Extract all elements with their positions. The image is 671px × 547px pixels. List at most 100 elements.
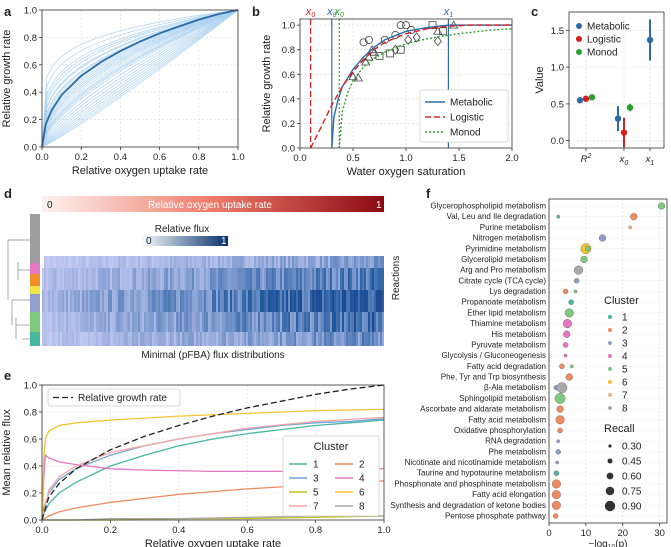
heatmap-stripe bbox=[258, 312, 260, 332]
heatmap-stripe bbox=[160, 268, 162, 290]
heatmap-stripe bbox=[230, 268, 232, 290]
heatmap-stripe bbox=[370, 312, 372, 332]
heatmap-stripe bbox=[246, 312, 248, 332]
heatmap-stripe bbox=[292, 290, 294, 312]
pathway-label: Phe, Tyr and Trp biosynthesis bbox=[441, 373, 546, 382]
value-point-metabolic bbox=[646, 36, 654, 44]
heatmap-stripe bbox=[330, 290, 332, 312]
x-tick-label: 2.0 bbox=[505, 153, 518, 164]
panel-a-growth-vs-uptake: 0.0 0.2 0.4 0.6 0.8 1.0 0.0 0.2 0.4 0.6 0.8 1.0 Rela… bbox=[1, 6, 245, 178]
heatmap-stripe bbox=[62, 312, 64, 332]
heatmap-stripe bbox=[244, 312, 246, 332]
heatmap-stripe bbox=[152, 332, 154, 346]
heatmap-stripe bbox=[142, 256, 144, 268]
heatmap-stripe bbox=[270, 268, 272, 290]
ensemble-line bbox=[41, 9, 239, 148]
heatmap-stripe bbox=[192, 256, 194, 268]
heatmap-stripe bbox=[276, 332, 278, 346]
legend-label: Relative growth rate bbox=[78, 393, 167, 404]
heatmap-stripe bbox=[152, 256, 154, 268]
heatmap-stripe bbox=[238, 332, 240, 346]
heatmap-stripe bbox=[212, 290, 214, 312]
heatmap-stripe bbox=[322, 256, 324, 268]
pathway-label: Taurine and hypotaurine metabolism bbox=[417, 469, 546, 478]
heatmap-stripe bbox=[178, 256, 180, 268]
heatmap-stripe bbox=[370, 290, 372, 312]
heatmap-stripe bbox=[80, 332, 82, 346]
heatmap-stripe bbox=[44, 332, 46, 346]
heatmap-stripe bbox=[258, 290, 260, 312]
top-bar-min-label: 0 bbox=[47, 200, 53, 211]
heatmap-stripe bbox=[272, 268, 274, 290]
heatmap-stripe bbox=[140, 268, 142, 290]
heatmap-stripe bbox=[236, 290, 238, 312]
heatmap-stripe bbox=[314, 268, 316, 290]
heatmap-stripe bbox=[240, 290, 242, 312]
heatmap-stripe bbox=[136, 256, 138, 268]
heatmap-stripe bbox=[342, 332, 344, 346]
heatmap-stripe bbox=[146, 290, 148, 312]
heatmap-stripe bbox=[312, 312, 314, 332]
enrichment-point bbox=[630, 213, 638, 221]
heatmap-stripe bbox=[102, 312, 104, 332]
heatmap-stripe bbox=[164, 332, 166, 346]
heatmap-stripe bbox=[94, 268, 96, 290]
ensemble-line bbox=[41, 9, 239, 148]
heatmap-stripe bbox=[310, 290, 312, 312]
legend-label: Logistic bbox=[450, 113, 484, 124]
heatmap-stripe bbox=[120, 268, 122, 290]
enrichment-point bbox=[585, 246, 591, 252]
heatmap-stripe bbox=[150, 268, 152, 290]
heatmap-stripe bbox=[234, 256, 236, 268]
cluster-bar-segment bbox=[30, 286, 40, 294]
heatmap-stripe bbox=[120, 256, 122, 268]
heatmap-stripe bbox=[222, 268, 224, 290]
pathway-label: Pyruvate metabolism bbox=[471, 340, 546, 349]
heatmap-stripe bbox=[140, 256, 142, 268]
heatmap-stripe bbox=[294, 332, 296, 346]
x-tick-label: 0 bbox=[546, 528, 551, 539]
heatmap-stripe bbox=[104, 268, 106, 290]
pathway-label: Glycerolipid metabolism bbox=[461, 255, 546, 264]
heatmap-stripe bbox=[54, 256, 56, 268]
y-tick-label: 1.0 bbox=[282, 21, 295, 32]
heatmap-stripe bbox=[266, 268, 268, 290]
data-marker-circle bbox=[391, 30, 400, 39]
heatmap-stripe bbox=[202, 332, 204, 346]
heatmap-stripe bbox=[322, 268, 324, 290]
heatmap-stripe bbox=[76, 290, 78, 312]
heatmap-stripe bbox=[48, 312, 50, 332]
heatmap-stripe bbox=[68, 256, 70, 268]
heatmap-stripe bbox=[146, 312, 148, 332]
legend-label: Logistic bbox=[587, 35, 621, 46]
y-tick-label: 0.0 bbox=[24, 143, 37, 154]
enrichment-point bbox=[562, 319, 572, 329]
pathway-label: RNA degradation bbox=[485, 437, 546, 446]
heatmap-stripe bbox=[94, 256, 96, 268]
heatmap-stripe bbox=[82, 256, 84, 268]
y-tick-label: 1.5 bbox=[551, 26, 564, 37]
heatmap-stripe bbox=[270, 332, 272, 346]
heatmap-stripe bbox=[42, 268, 44, 290]
heatmap-stripe bbox=[362, 290, 364, 312]
heatmap-stripe bbox=[118, 256, 120, 268]
enrichment-point bbox=[598, 234, 607, 242]
heatmap-stripe bbox=[54, 312, 56, 332]
heatmap-stripe bbox=[198, 290, 200, 312]
recall-legend-swatch bbox=[608, 444, 612, 448]
top-bar-title: Relative oxygen uptake rate bbox=[148, 200, 272, 211]
heatmap-stripe bbox=[300, 312, 302, 332]
heatmap-stripe bbox=[364, 290, 366, 312]
heatmap-stripe bbox=[62, 268, 64, 290]
heatmap-stripe bbox=[340, 268, 342, 290]
recall-legend-label: 0.75 bbox=[622, 487, 642, 498]
heatmap-stripe bbox=[196, 332, 198, 346]
heatmap-stripe bbox=[222, 332, 224, 346]
heatmap-stripe bbox=[128, 290, 130, 312]
heatmap-stripe bbox=[306, 256, 308, 268]
heatmap-stripe bbox=[242, 312, 244, 332]
heatmap-stripe bbox=[314, 256, 316, 268]
value-point-metabolic bbox=[614, 115, 622, 122]
enrichment-point bbox=[657, 202, 666, 210]
x-tick-label: 0.8 bbox=[192, 152, 205, 163]
